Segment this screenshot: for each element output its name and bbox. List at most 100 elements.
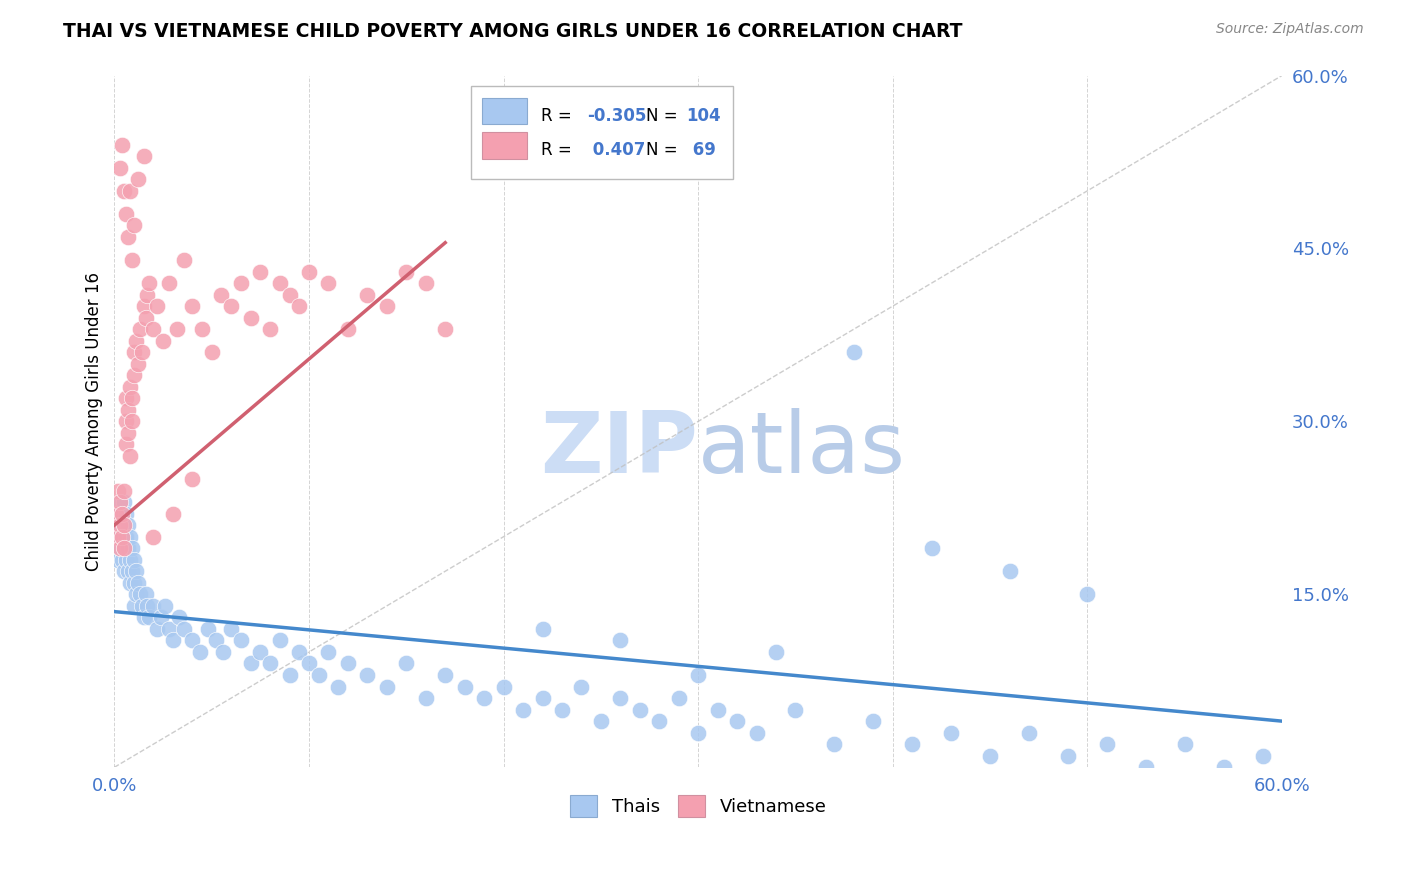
Point (115, 392, 138, 406)
Point (181, 472, 204, 486)
Point (117, 564, 139, 578)
Point (531, 691, 554, 706)
Point (153, 599, 176, 613)
Point (118, 449, 141, 463)
Text: 69: 69 (686, 141, 716, 160)
Point (336, 322, 359, 336)
Text: ZIP: ZIP (540, 408, 699, 491)
Point (229, 633, 252, 648)
Point (122, 345, 145, 359)
Point (118, 575, 141, 590)
Text: THAI VS VIETNAMESE CHILD POVERTY AMONG GIRLS UNDER 16 CORRELATION CHART: THAI VS VIETNAMESE CHILD POVERTY AMONG G… (63, 22, 963, 41)
Point (110, 518, 132, 533)
Point (998, 564, 1021, 578)
Point (136, 287, 159, 301)
Point (111, 530, 134, 544)
Point (135, 310, 157, 325)
Point (121, 564, 143, 578)
Text: atlas: atlas (699, 408, 907, 491)
Point (609, 633, 631, 648)
Point (375, 680, 398, 694)
Point (122, 575, 145, 590)
Point (688, 668, 710, 682)
Point (278, 668, 301, 682)
Point (1018, 725, 1040, 739)
Point (105, 530, 128, 544)
Point (1095, 737, 1118, 751)
Point (188, 645, 211, 659)
Point (415, 276, 437, 290)
Point (1251, 748, 1274, 763)
Point (112, 518, 135, 533)
Point (121, 414, 143, 428)
Text: -0.305: -0.305 (588, 107, 647, 125)
Point (115, 437, 138, 451)
Point (157, 622, 180, 636)
Point (122, 368, 145, 383)
Point (212, 645, 235, 659)
Point (110, 495, 132, 509)
Point (259, 322, 281, 336)
Point (167, 610, 190, 624)
Point (609, 691, 631, 706)
Point (107, 483, 129, 498)
Point (127, 575, 149, 590)
Point (328, 680, 350, 694)
Bar (482, 97, 527, 124)
Point (571, 680, 593, 694)
Point (152, 334, 174, 348)
Point (125, 334, 148, 348)
Point (204, 633, 226, 648)
Point (112, 518, 135, 533)
Point (118, 553, 141, 567)
Point (131, 599, 153, 613)
Point (127, 172, 149, 186)
Point (110, 161, 132, 175)
Point (181, 633, 204, 648)
Point (308, 668, 330, 682)
Point (117, 541, 139, 556)
Point (318, 645, 340, 659)
Point (298, 657, 321, 671)
Point (105, 507, 128, 521)
Point (1076, 587, 1098, 601)
Point (1212, 760, 1234, 774)
Point (1057, 748, 1080, 763)
Point (107, 530, 129, 544)
Point (117, 425, 139, 440)
Point (298, 264, 321, 278)
Point (162, 507, 184, 521)
Point (110, 518, 132, 533)
Bar (482, 132, 527, 159)
Point (125, 564, 148, 578)
Point (117, 230, 139, 244)
Point (375, 299, 398, 313)
Text: N =: N = (645, 141, 682, 160)
Point (648, 714, 671, 728)
Point (142, 599, 165, 613)
Point (356, 668, 378, 682)
Point (122, 553, 145, 567)
Point (201, 345, 224, 359)
Point (269, 633, 291, 648)
Point (138, 276, 160, 290)
Point (668, 691, 690, 706)
Point (115, 507, 138, 521)
Point (288, 645, 311, 659)
Point (862, 714, 884, 728)
Point (219, 622, 242, 636)
Point (110, 541, 132, 556)
Point (115, 414, 138, 428)
Point (110, 541, 132, 556)
Point (117, 518, 139, 533)
Point (132, 149, 155, 163)
Text: 104: 104 (686, 107, 721, 125)
Point (111, 507, 134, 521)
Point (112, 564, 135, 578)
Point (125, 587, 148, 601)
Point (356, 287, 378, 301)
Point (173, 622, 195, 636)
Point (132, 299, 155, 313)
Point (107, 553, 129, 567)
Point (219, 299, 242, 313)
